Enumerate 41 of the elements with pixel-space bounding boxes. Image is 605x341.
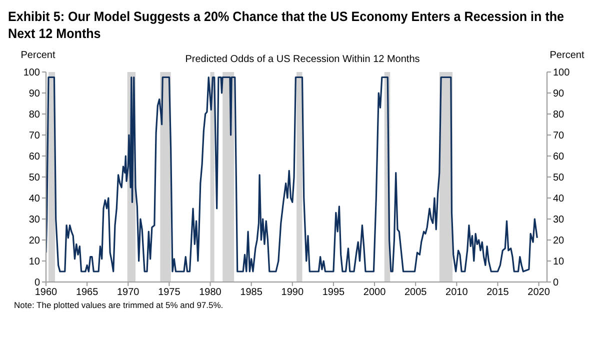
y2-tick-label: 40 xyxy=(553,194,565,205)
y2-tick-label: 30 xyxy=(553,214,565,226)
y2-tick-label: 90 xyxy=(553,88,565,100)
y-tick-label: 40 xyxy=(28,194,40,205)
y-tick-label: 20 xyxy=(28,236,40,247)
y2-tick-label: 60 xyxy=(553,152,565,163)
x-tick-label: 2010 xyxy=(446,287,468,298)
x-tick-label: 1985 xyxy=(240,287,263,298)
x-tick-label: 2015 xyxy=(486,287,510,298)
y2-tick-label: 70 xyxy=(553,130,565,142)
x-tick-label: 2020 xyxy=(528,287,550,298)
x-tick-label: 1990 xyxy=(281,287,304,298)
y-tick-label: 90 xyxy=(28,88,40,100)
x-tick-label: 2000 xyxy=(363,287,386,298)
chart-title: Exhibit 5: Our Model Suggests a 20% Chance that the US Economy Enters a Recession in the Next 12 Months xyxy=(8,8,566,42)
y2-tick-label: 20 xyxy=(553,236,565,247)
x-tick-label: 2005 xyxy=(404,287,428,298)
y2-axis-title: Percent xyxy=(548,50,586,61)
y-tick-label: 50 xyxy=(28,172,40,184)
x-tick-label: 1965 xyxy=(76,287,99,298)
line-series xyxy=(46,76,538,272)
x-tick-label: 1980 xyxy=(199,287,222,298)
y2-tick-label: 50 xyxy=(553,172,565,184)
y2-tick-label: 100 xyxy=(553,68,570,79)
y-tick-label: 60 xyxy=(28,152,40,163)
y-tick-label: 10 xyxy=(28,256,40,268)
x-tick-label: 1960 xyxy=(34,287,58,298)
chart-subtitle: Predicted Odds of a US Recession Within 12 Months xyxy=(185,54,420,65)
y-axis-title: Percent xyxy=(20,50,56,61)
y-tick-label: 70 xyxy=(28,130,40,142)
x-tick-label: 1970 xyxy=(117,287,140,298)
y2-tick-label: 10 xyxy=(553,256,565,268)
y2-tick-label: 80 xyxy=(553,110,565,121)
y-tick-label: 0 xyxy=(34,278,40,289)
y2-tick-label: 0 xyxy=(553,278,559,289)
y-tick-label: 100 xyxy=(23,68,40,79)
y-tick-label: 80 xyxy=(28,110,40,121)
x-tick-label: 1995 xyxy=(322,287,346,298)
y-tick-label: 30 xyxy=(28,214,40,226)
text: Note: The plotted values are trimmed at 5% and 97.5%. xyxy=(14,300,224,310)
x-tick-label: 1975 xyxy=(158,287,181,298)
